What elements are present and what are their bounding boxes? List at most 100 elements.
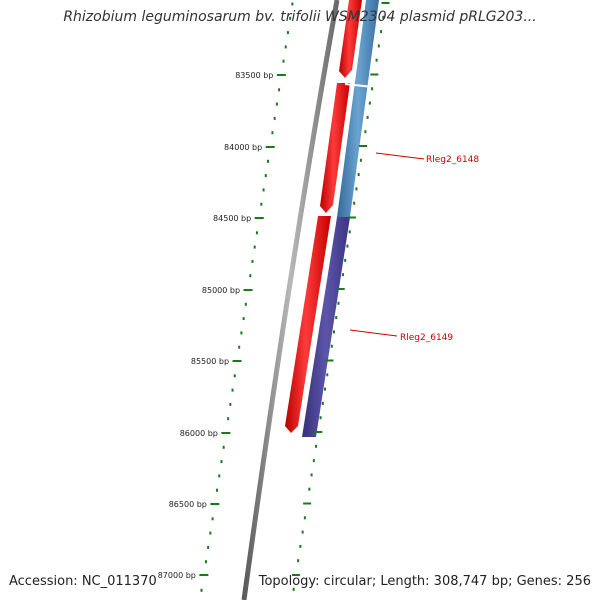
minor-tick [231, 388, 234, 392]
minor-tick [286, 31, 289, 35]
minor-tick [240, 331, 243, 335]
outer-minor-tick [303, 516, 306, 520]
outer-minor-tick [368, 101, 371, 105]
minor-tick [238, 345, 241, 349]
outer-minor-tick [297, 559, 300, 563]
outer-major-tick [303, 502, 312, 505]
outer-minor-tick [344, 258, 347, 262]
minor-tick [251, 259, 254, 263]
gene-leader-line [375, 152, 425, 160]
feature-divider [344, 83, 383, 89]
feature-reverse-rleg2-6149 [302, 217, 350, 437]
minor-tick [275, 102, 278, 106]
summary-label: Topology: circular; Length: 308,747 bp; … [258, 574, 591, 589]
minor-tick [242, 317, 245, 321]
minor-tick [278, 88, 281, 92]
tick-label: 86000 bp [180, 429, 218, 438]
minor-tick [253, 245, 256, 249]
outer-major-tick [347, 216, 356, 219]
minor-tick [260, 202, 263, 206]
major-tick [210, 503, 220, 505]
minor-tick [218, 474, 221, 478]
minor-tick [273, 116, 276, 120]
outer-major-tick [381, 2, 390, 4]
tick-label: 85000 bp [202, 286, 240, 295]
outer-minor-tick [375, 58, 378, 62]
minor-tick [209, 531, 212, 535]
outer-minor-tick [348, 230, 351, 234]
outer-minor-tick [326, 373, 329, 377]
gene-label[interactable]: Rleg2_6148 [426, 155, 479, 165]
minor-tick [282, 59, 285, 63]
outer-minor-tick [355, 187, 358, 191]
tick-label: 86500 bp [169, 500, 207, 509]
outer-minor-tick [312, 459, 315, 463]
feature-forward-middle [320, 83, 350, 213]
tick-label: 85500 bp [191, 357, 229, 366]
major-tick [232, 360, 242, 362]
major-tick [199, 574, 209, 576]
outer-minor-tick [353, 201, 356, 205]
outer-minor-tick [310, 473, 313, 477]
outer-minor-tick [321, 401, 324, 405]
backbone-arc [241, 0, 340, 600]
outer-minor-tick [371, 87, 374, 91]
outer-minor-tick [382, 15, 385, 19]
major-tick [265, 146, 275, 148]
outer-minor-tick [301, 530, 304, 534]
map-title: Rhizobium leguminosarum bv. trifolii WSM… [63, 9, 537, 25]
outer-minor-tick [292, 587, 295, 591]
outer-minor-tick [319, 416, 322, 420]
outer-minor-tick [357, 173, 360, 177]
feature-reverse-rleg2-6148 [337, 0, 379, 217]
feature-forward-lower [285, 216, 331, 433]
minor-tick [291, 2, 294, 6]
minor-tick [229, 402, 232, 406]
tick-label: 83500 bp [235, 71, 273, 80]
major-tick [276, 74, 286, 76]
major-tick [254, 217, 264, 219]
gene-label[interactable]: Rleg2_6149 [400, 333, 453, 343]
minor-tick [207, 545, 210, 549]
feature-forward-upper [339, 0, 362, 78]
outer-minor-tick [308, 487, 311, 491]
minor-tick [262, 188, 265, 192]
outer-minor-tick [330, 344, 333, 348]
outer-minor-tick [315, 444, 318, 448]
major-tick [243, 289, 253, 291]
outer-major-tick [291, 574, 300, 576]
minor-tick [255, 231, 258, 235]
minor-tick [211, 517, 214, 521]
minor-tick [264, 174, 267, 178]
minor-tick [200, 588, 203, 592]
outer-minor-tick [337, 301, 340, 305]
minor-tick [289, 16, 292, 20]
major-tick [221, 432, 231, 434]
tick-label: 84000 bp [224, 143, 262, 152]
minor-tick [222, 445, 225, 449]
outer-minor-tick [346, 244, 349, 248]
minor-tick [284, 45, 287, 49]
outer-minor-tick [324, 387, 327, 391]
gene-leader-line [349, 329, 398, 337]
minor-tick [204, 560, 207, 564]
minor-tick [266, 159, 269, 163]
minor-tick [249, 274, 252, 278]
minor-tick [227, 417, 230, 421]
outer-minor-tick [380, 30, 383, 34]
minor-tick [216, 488, 219, 492]
outer-major-tick [325, 359, 334, 362]
outer-major-tick [336, 288, 345, 290]
outer-minor-tick [366, 115, 369, 119]
minor-tick [244, 302, 247, 306]
outer-minor-tick [359, 158, 362, 162]
outer-minor-tick [341, 273, 344, 277]
minor-tick [233, 374, 236, 378]
minor-tick [220, 460, 223, 464]
outer-minor-tick [333, 330, 336, 334]
accession-label: Accession: NC_011370 [9, 574, 157, 589]
outer-minor-tick [335, 316, 338, 320]
tick-label: 87000 bp [158, 571, 196, 580]
outer-major-tick [370, 73, 379, 76]
outer-major-tick [359, 145, 368, 147]
